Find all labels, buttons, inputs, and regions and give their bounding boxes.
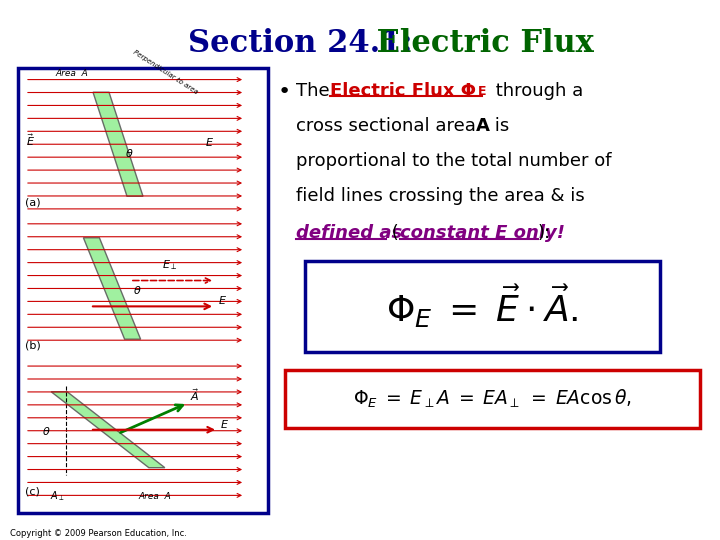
Text: $\vec{E}$: $\vec{E}$ — [26, 132, 35, 148]
Text: $\theta$: $\theta$ — [125, 147, 134, 159]
Text: $E_\perp$: $E_\perp$ — [162, 259, 178, 272]
Text: Area  A: Area A — [55, 69, 88, 78]
Text: Electric Flux: Electric Flux — [366, 28, 594, 59]
Text: $E$: $E$ — [218, 294, 227, 306]
Text: $\Phi_E \;=\; \vec{E}\cdot\vec{A}.$: $\Phi_E \;=\; \vec{E}\cdot\vec{A}.$ — [387, 282, 579, 330]
Text: $\vec{A}$: $\vec{A}$ — [190, 387, 199, 403]
Text: The: The — [296, 82, 336, 99]
Text: defined as: defined as — [296, 224, 402, 242]
Text: ):: ): — [538, 224, 551, 242]
Text: $\Phi_E \;=\; E_\perp A \;=\; E A_\perp \;=\; E A \cos\theta,$: $\Phi_E \;=\; E_\perp A \;=\; E A_\perp … — [353, 388, 632, 410]
Text: Perpendicular to area: Perpendicular to area — [132, 49, 199, 96]
Text: $\theta$: $\theta$ — [42, 424, 50, 437]
FancyBboxPatch shape — [285, 370, 700, 428]
Text: (: ( — [386, 224, 399, 242]
Text: Electric Flux Φ: Electric Flux Φ — [330, 82, 476, 99]
Text: A: A — [476, 117, 490, 136]
Text: $\theta$: $\theta$ — [133, 285, 142, 296]
Text: •: • — [278, 82, 292, 102]
Text: field lines crossing the area & is: field lines crossing the area & is — [296, 187, 585, 205]
Polygon shape — [51, 392, 165, 468]
Text: Area  A: Area A — [138, 492, 171, 501]
Text: (a): (a) — [25, 198, 40, 208]
Text: (c): (c) — [25, 487, 40, 496]
Text: (b): (b) — [25, 340, 41, 350]
Text: cross sectional area: cross sectional area — [296, 117, 482, 136]
Text: constant E only!: constant E only! — [400, 224, 565, 242]
Text: $E$: $E$ — [205, 136, 214, 148]
Polygon shape — [84, 238, 140, 339]
Text: Copyright © 2009 Pearson Education, Inc.: Copyright © 2009 Pearson Education, Inc. — [10, 529, 187, 538]
Text: is: is — [489, 117, 509, 136]
Text: $A_\perp$: $A_\perp$ — [50, 489, 65, 503]
Text: through a: through a — [490, 82, 583, 99]
FancyBboxPatch shape — [18, 68, 268, 514]
Text: proportional to the total number of: proportional to the total number of — [296, 152, 611, 170]
Polygon shape — [93, 92, 143, 196]
Text: $E$: $E$ — [220, 418, 229, 430]
Text: Section 24.1:: Section 24.1: — [188, 28, 413, 59]
Text: E: E — [478, 85, 487, 98]
FancyBboxPatch shape — [305, 261, 660, 352]
